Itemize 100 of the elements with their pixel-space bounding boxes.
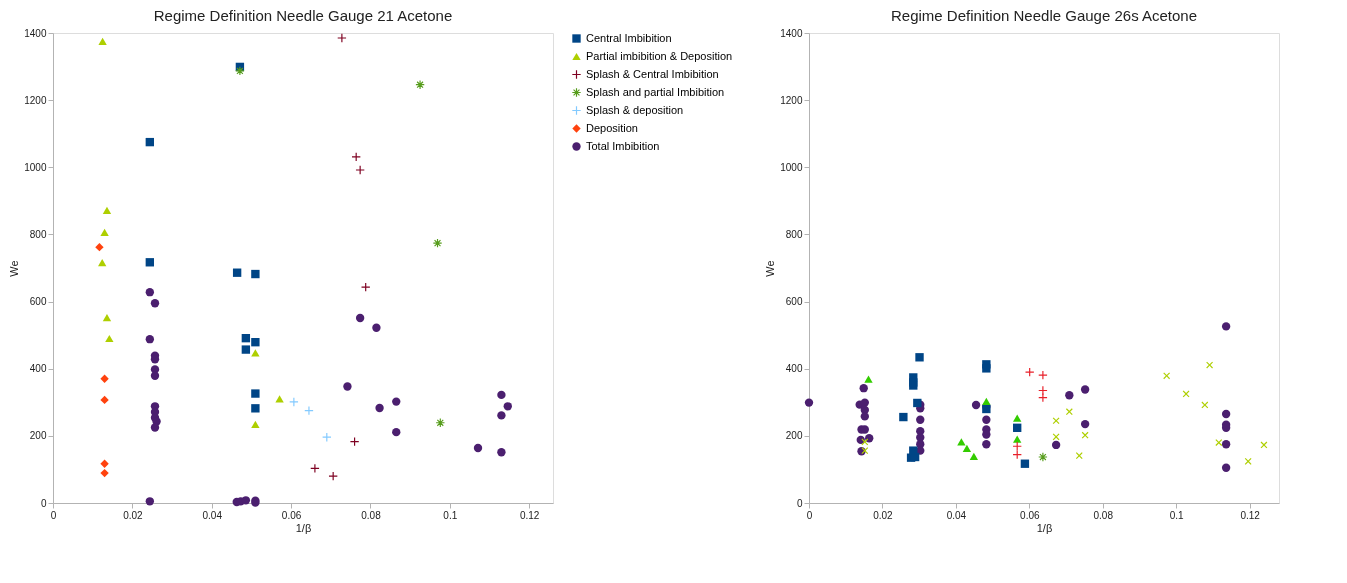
y-axis-title: We [8, 260, 21, 277]
point [859, 384, 868, 393]
y-tick-label: 1000 [24, 161, 47, 173]
point [1080, 385, 1090, 394]
point [861, 447, 869, 454]
point [105, 334, 114, 343]
point [860, 398, 869, 407]
point [1201, 401, 1209, 409]
point [971, 400, 981, 410]
y-tick-label: 0 [796, 497, 803, 509]
point [1025, 367, 1034, 377]
point [150, 299, 160, 308]
point [865, 434, 874, 443]
point [982, 415, 991, 424]
point [473, 443, 483, 453]
point [102, 314, 112, 322]
point [1215, 439, 1223, 446]
y-tick-label: 200 [29, 430, 47, 442]
x-tick-label: 0.12 [519, 509, 540, 521]
point [1013, 414, 1022, 422]
point [232, 268, 242, 277]
y-tick-label: 400 [29, 363, 47, 375]
x-tick-label: 0.12 [1240, 509, 1261, 521]
point [241, 496, 251, 505]
point [350, 437, 359, 446]
point [497, 390, 506, 400]
y-tick-label: 600 [785, 296, 803, 308]
point [241, 345, 251, 354]
point [1221, 463, 1231, 472]
point [100, 468, 109, 478]
point [145, 137, 155, 147]
point [150, 423, 160, 432]
point [1221, 322, 1231, 331]
point [497, 411, 506, 420]
legend-label: Splash & Central Imbibition [586, 67, 719, 80]
y-tick-label: 1200 [780, 94, 803, 106]
y-tick-label: 200 [785, 430, 803, 442]
point [899, 412, 908, 422]
x-tick-label: 0.06 [1020, 509, 1040, 521]
point [235, 66, 245, 76]
x-tick-label: 0 [806, 509, 813, 521]
point [145, 497, 155, 506]
point [251, 338, 260, 347]
point [102, 206, 112, 214]
x-axis-title: 1/β [295, 521, 312, 534]
y-tick-label: 1400 [24, 27, 47, 39]
x-tick-label: 0.02 [873, 509, 894, 521]
point [304, 406, 314, 415]
legend-label: Central Imbibition [586, 31, 672, 44]
point [343, 382, 352, 391]
point [355, 165, 365, 175]
point [962, 444, 972, 452]
point [289, 397, 299, 407]
x-tick-label: 0.02 [123, 509, 144, 521]
point [251, 349, 260, 357]
y-tick-label: 1000 [780, 161, 803, 173]
point [864, 375, 873, 383]
point [372, 323, 381, 332]
x-tick-label: 0.1 [1169, 509, 1185, 521]
legend-label: Splash and partial Imbibition [586, 85, 725, 98]
point [1013, 423, 1022, 432]
point [251, 404, 260, 413]
point [1163, 372, 1171, 380]
point [1221, 409, 1231, 419]
point [98, 37, 107, 46]
x-tick-label: 0.04 [202, 509, 223, 521]
x-tick-label: 0.08 [361, 509, 382, 521]
point [1051, 440, 1061, 450]
point [1080, 419, 1090, 429]
point [916, 415, 925, 424]
x-tick-label: 0.04 [946, 509, 967, 521]
point [145, 288, 155, 297]
point [355, 313, 365, 323]
point [150, 371, 160, 380]
legend-label: Total Imbibition [586, 139, 660, 152]
point [1020, 459, 1030, 468]
point [275, 395, 284, 403]
y-tick-label: 600 [29, 296, 47, 308]
point [251, 269, 260, 279]
point [251, 389, 260, 398]
chart-title: Regime Definition Needle Gauge 26s Acetone [890, 7, 1198, 24]
x-tick-label: 0.06 [281, 509, 302, 521]
point [969, 452, 979, 460]
point [415, 80, 425, 89]
x-axis-title: 1/β [1036, 521, 1053, 534]
point [982, 430, 991, 439]
point [100, 228, 109, 237]
point [100, 374, 109, 383]
legend-label: Deposition [586, 121, 638, 134]
y-tick-label: 0 [40, 497, 47, 509]
point [1052, 417, 1060, 425]
y-tick-label: 400 [785, 363, 803, 375]
point [145, 335, 155, 344]
point [1075, 452, 1083, 460]
point [503, 402, 512, 411]
point [909, 446, 918, 455]
point [1013, 435, 1022, 443]
legend-label: Partial imbibition & Deposition [586, 49, 733, 62]
y-tick-label: 1400 [780, 27, 803, 39]
chart-title: Regime Definition Needle Gauge 21 Acetone [153, 7, 453, 24]
